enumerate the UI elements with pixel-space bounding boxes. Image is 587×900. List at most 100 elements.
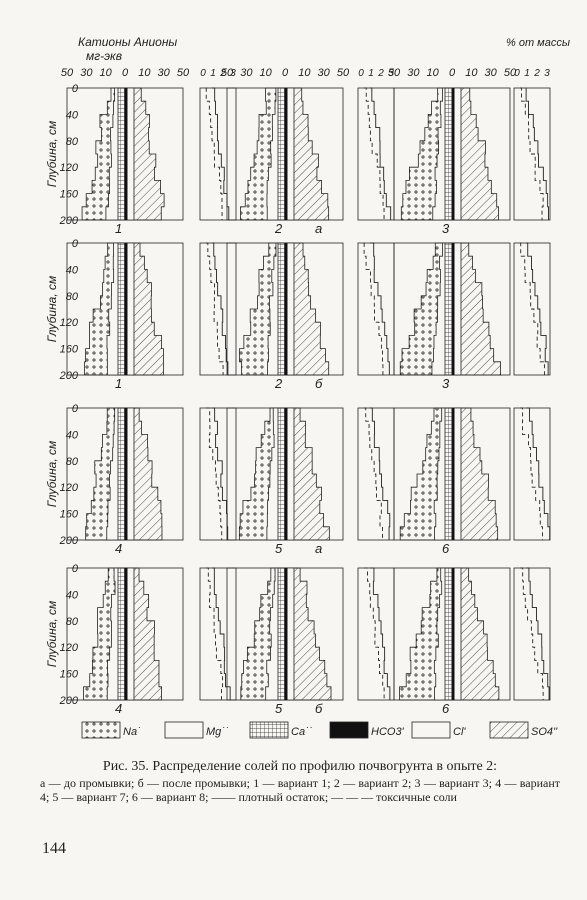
panel-label: 6 [442, 541, 450, 556]
legend-swatch [489, 721, 529, 739]
scale-label: 50 [177, 67, 190, 79]
hco3-area [125, 243, 128, 375]
panel-label: 1 [115, 376, 122, 391]
ca-area [444, 407, 453, 541]
depth-tick: 160 [60, 344, 79, 356]
scale-label: 0 [449, 67, 456, 79]
narrow-frame [199, 242, 237, 376]
so4-area [284, 87, 330, 221]
legend-label: Na˙ [123, 726, 141, 738]
depth-tick: 0 [72, 403, 79, 415]
so4-area [451, 87, 499, 221]
depth-tick: 200 [59, 215, 79, 227]
scale-label: 3 [388, 68, 394, 79]
stage-label: б [315, 376, 323, 391]
legend-label: SO4'' [531, 726, 558, 738]
dry-residue-line [526, 242, 549, 375]
scale-label: 1 [210, 68, 216, 79]
dry-residue-line [212, 407, 229, 540]
caption-text: а — до промывки; б — после промывки; 1 —… [40, 776, 560, 804]
scale-label: 0 [282, 67, 289, 79]
dry-residue-line [526, 567, 550, 700]
panel-label: 1 [115, 221, 122, 236]
narrow-frame [357, 87, 395, 221]
depth-label: Глубина, см [45, 601, 59, 668]
depth-tick: 0 [72, 83, 79, 95]
legend-label: Ca˙˙ [291, 726, 312, 738]
depth-tick: 0 [72, 238, 79, 250]
narrow-frame [513, 407, 551, 541]
scale-label: 10 [138, 67, 151, 79]
toxic-salts-line [206, 242, 224, 375]
scale-label: 10 [298, 67, 311, 79]
legend-swatch [249, 721, 289, 739]
so4-area [451, 407, 499, 541]
hco3-area [452, 88, 455, 220]
scale-label: 2 [377, 68, 384, 79]
panel-label: 3 [442, 376, 450, 391]
legend-label: Mg˙˙ [206, 726, 229, 738]
panel-label: 6 [442, 701, 450, 716]
scale-label: 30 [485, 67, 498, 79]
ca-area [444, 87, 453, 221]
panel-label: 5 [275, 701, 283, 716]
depth-tick: 80 [66, 456, 79, 468]
hco3-area [452, 408, 455, 540]
toxic-salts-line [520, 242, 545, 375]
narrow-frame [199, 407, 237, 541]
dry-residue-line [370, 407, 391, 540]
ca-area [277, 567, 286, 701]
so4-area [124, 87, 165, 221]
legend-label: HCO3' [371, 726, 405, 738]
hco3-area [285, 243, 288, 375]
page-number: 144 [42, 840, 66, 857]
caption: Рис. 35. Распределение солей по профилю … [40, 760, 560, 805]
toxic-salts-line [205, 87, 223, 220]
depth-tick: 0 [72, 563, 79, 575]
hco3-area [452, 243, 455, 375]
hco3-area [125, 568, 128, 700]
legend-swatch [411, 721, 451, 739]
toxic-salts-line [520, 567, 544, 700]
panel-label: 3 [442, 221, 450, 236]
legend-swatch [329, 721, 369, 739]
narrow-frame [513, 242, 551, 376]
narrow-frame [357, 407, 395, 541]
toxic-salts-line [364, 87, 385, 220]
depth-tick: 40 [66, 429, 79, 441]
scale-label: 50 [504, 67, 517, 79]
depth-label: Глубина, см [45, 121, 59, 188]
scale-label: 10 [100, 67, 113, 79]
header-unit: мг-экв [86, 49, 122, 63]
scale-label: 0 [122, 67, 129, 79]
depth-tick: 200 [59, 695, 79, 707]
panel-label: 4 [115, 701, 122, 716]
so4-area [451, 242, 501, 376]
scale-label: 3 [230, 68, 236, 79]
legend-swatch [81, 721, 121, 739]
narrow-frame [199, 567, 237, 701]
ca-area [277, 407, 286, 541]
ca-area [444, 567, 453, 701]
scale-label: 30 [158, 67, 171, 79]
depth-tick: 40 [66, 589, 79, 601]
toxic-salts-line [206, 567, 224, 700]
ca-area [117, 407, 126, 541]
ca-area [117, 242, 126, 376]
header-cations-anions: Катионы Анионы [78, 35, 177, 49]
so4-area [124, 242, 164, 376]
header-percent: % от массы [506, 37, 570, 49]
dry-residue-line [370, 567, 391, 700]
dry-residue-line [525, 87, 549, 220]
scale-label: 30 [80, 67, 93, 79]
scale-label: 30 [407, 67, 420, 79]
depth-label: Глубина, см [45, 441, 59, 508]
scale-label: 50 [61, 67, 74, 79]
scale-label: 2 [533, 68, 540, 79]
depth-tick: 160 [60, 669, 79, 681]
depth-label: Глубина, см [45, 276, 59, 343]
depth-tick: 160 [60, 509, 79, 521]
depth-tick: 80 [66, 616, 79, 628]
toxic-salts-line [206, 407, 223, 540]
